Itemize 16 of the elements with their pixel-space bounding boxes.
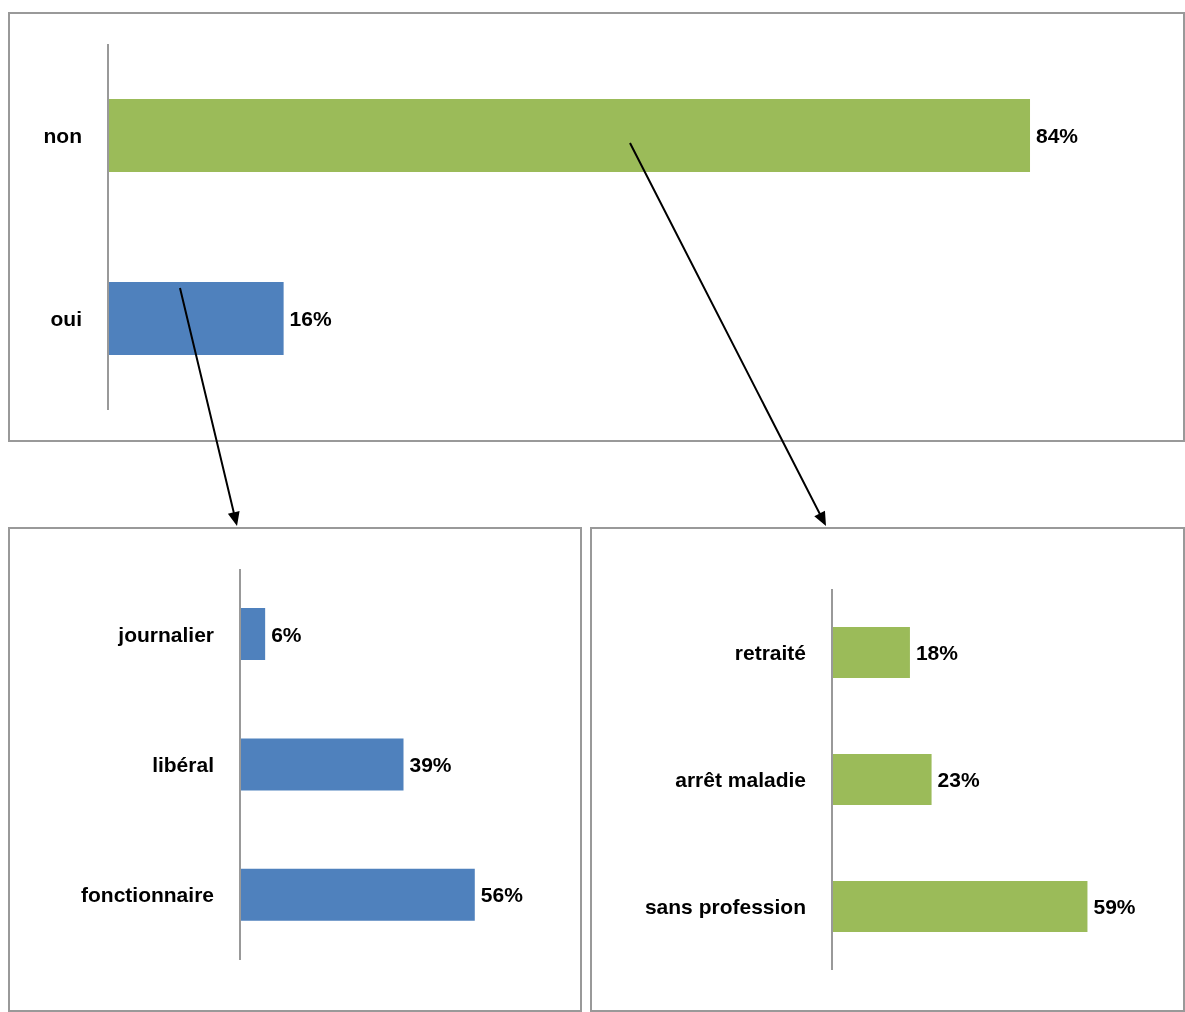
data-label: 56% xyxy=(480,883,524,907)
data-label: 23% xyxy=(937,768,980,792)
y-tick-label: journalier xyxy=(117,622,214,646)
data-label: 6% xyxy=(271,622,302,646)
y-tick-label: fonctionnaire xyxy=(80,883,214,907)
y-tick-label: libéral xyxy=(152,752,214,776)
data-label: 18% xyxy=(915,641,959,665)
data-label: 84% xyxy=(1036,123,1079,147)
data-label: 39% xyxy=(409,752,452,776)
data-label: 16% xyxy=(289,306,332,330)
data-label: 59% xyxy=(1093,895,1136,919)
y-tick-label: retraité xyxy=(734,640,806,664)
y-tick-label: non xyxy=(43,123,82,147)
y-tick-label: oui xyxy=(50,306,82,330)
y-tick-label: sans profession xyxy=(644,894,806,918)
y-tick-label: arrêt maladie xyxy=(675,767,806,791)
